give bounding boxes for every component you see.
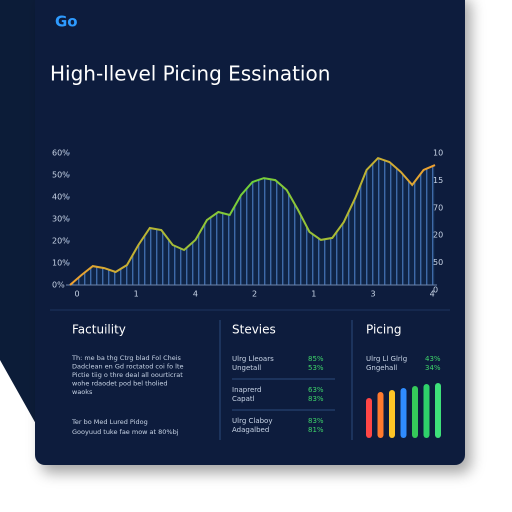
x-axis-label: 1 bbox=[311, 290, 316, 299]
bar bbox=[400, 388, 407, 438]
panel-text: Dadclean en Gd roctatod coi fo lte bbox=[72, 363, 184, 371]
bar bbox=[423, 384, 430, 438]
y-tick-label: 60% bbox=[52, 149, 70, 158]
y-tick-label: 40% bbox=[52, 193, 70, 202]
panel-text: Ter bo Med Lured Pidog bbox=[71, 418, 148, 426]
value: 85% bbox=[308, 355, 324, 363]
panel-title: Stevies bbox=[232, 323, 276, 337]
value: 43% bbox=[425, 355, 441, 363]
label: Gngehall bbox=[366, 364, 397, 372]
value: 34% bbox=[425, 364, 441, 372]
y-tick-label: 0% bbox=[52, 281, 65, 290]
value: 63% bbox=[308, 386, 324, 394]
chart: 60% 50% 40% 30% 20% 10% 0% 10 15 70 20 50 0 0 1 4 2 1 3 4 bbox=[52, 149, 443, 299]
label: Ulrg Ll Glrlg bbox=[366, 355, 407, 363]
panel-text: waoks bbox=[72, 388, 93, 396]
panel-text: Pictie tiig o thre deal all oourticrat bbox=[72, 371, 183, 379]
line bbox=[69, 156, 436, 286]
value: 81% bbox=[308, 426, 324, 434]
value: 53% bbox=[308, 364, 324, 372]
x-axis-label: 4 bbox=[430, 290, 435, 299]
bar bbox=[412, 386, 418, 438]
label: Ungetall bbox=[232, 364, 261, 372]
x-axis-label: 3 bbox=[370, 290, 375, 299]
label: Adagalbed bbox=[232, 426, 269, 434]
area bbox=[70, 158, 435, 285]
panels: Factuility Th: me ba thg Ctrg blad Fol Ch… bbox=[50, 309, 450, 440]
label: Ulrg Lleoars bbox=[232, 355, 274, 363]
panel-title: Factuility bbox=[72, 323, 126, 337]
title: High-llevel Picing Essination bbox=[50, 62, 330, 86]
x-axis-label: 2 bbox=[252, 290, 257, 299]
value: 83% bbox=[308, 417, 324, 425]
right-axis-label: 0 bbox=[433, 286, 438, 295]
panel-text: wohe rdaodet pod bel tholied bbox=[72, 380, 168, 388]
value: 83% bbox=[308, 395, 324, 403]
right-axis-label: 20 bbox=[433, 231, 443, 240]
panel-text: Gooyuud tuke fae mow at 80%bj bbox=[72, 428, 179, 436]
x-axis-label: 0 bbox=[74, 290, 79, 299]
y-tick-label: 50% bbox=[52, 171, 70, 180]
panel-title: Picing bbox=[366, 323, 401, 337]
bar bbox=[435, 383, 441, 438]
right-axis-label: 15 bbox=[433, 176, 443, 185]
right-axis-label: 10 bbox=[433, 149, 443, 158]
bar bbox=[377, 392, 384, 438]
y-tick-label: 30% bbox=[52, 215, 70, 224]
label: Ulrg Claboy bbox=[232, 417, 272, 425]
bar bbox=[389, 390, 395, 438]
right-axis-label: 70 bbox=[433, 203, 443, 212]
right-axis-label: 50 bbox=[433, 258, 443, 267]
panel-text: Th: me ba thg Ctrg blad Fol Cheis bbox=[71, 354, 182, 362]
brand: Go bbox=[55, 13, 78, 31]
y-tick-label: 20% bbox=[52, 237, 70, 246]
backdrop bbox=[0, 0, 45, 440]
y-tick-label: 10% bbox=[52, 259, 70, 268]
label: Inaprerd bbox=[232, 386, 261, 394]
label: Capatl bbox=[232, 395, 255, 403]
bar bbox=[366, 398, 372, 438]
x-axis-label: 4 bbox=[193, 290, 198, 299]
x-axis-label: 1 bbox=[134, 290, 139, 299]
